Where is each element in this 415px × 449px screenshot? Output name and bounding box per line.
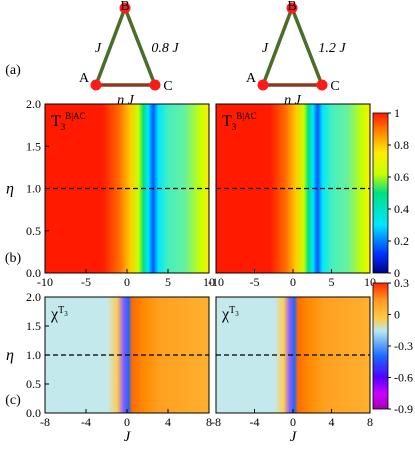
node-c bbox=[149, 79, 161, 91]
x-tick-label: -4 bbox=[250, 415, 260, 429]
annotation-main: χ bbox=[221, 306, 230, 323]
annotation-sub: 3 bbox=[232, 122, 237, 132]
node-b bbox=[119, 2, 131, 14]
colorbar-tick-label: 0.6 bbox=[394, 170, 409, 184]
y-tick-label: 0.0 bbox=[26, 406, 41, 420]
vertex-label-c: C bbox=[330, 79, 339, 94]
x-tick-label: 8 bbox=[367, 415, 373, 429]
vertex-label-b: B bbox=[120, 0, 129, 14]
vertex-label-a: A bbox=[79, 71, 90, 86]
colorbar-tick-label: 0.8 bbox=[394, 138, 409, 152]
colorbar bbox=[372, 282, 389, 410]
y-tick-label: 2.0 bbox=[26, 290, 41, 304]
panel-annotation: T3B|AC bbox=[51, 111, 86, 132]
x-tick-label: -10 bbox=[37, 275, 53, 289]
annotation-subsub: 3 bbox=[235, 310, 239, 318]
colorbar-tick-label: 0 bbox=[394, 308, 400, 322]
panel-labels: (a) (b) (c) bbox=[5, 63, 22, 408]
panel-label: (a) bbox=[5, 63, 21, 78]
x-tick-label: 0 bbox=[124, 275, 130, 289]
panel-label: (b) bbox=[5, 251, 22, 266]
y-tick-label: 1.5 bbox=[26, 319, 41, 333]
y-tick-label: 0.5 bbox=[26, 224, 41, 238]
edge-label-bc: 1.2 J bbox=[318, 41, 346, 56]
x-tick-label: 0 bbox=[124, 415, 130, 429]
edge-bc bbox=[123, 7, 157, 86]
x-tick-label: 4 bbox=[329, 415, 335, 429]
annotation-sup: B|AC bbox=[65, 111, 85, 121]
annotation-sup: T bbox=[229, 305, 235, 316]
colorbar-tick-label: 1 bbox=[394, 106, 400, 120]
colorbar-tick-label: 0.2 bbox=[394, 234, 409, 248]
y-tick-label: 1.0 bbox=[26, 182, 41, 196]
y-axis-label: η bbox=[6, 181, 14, 198]
x-tick-label: 0 bbox=[290, 275, 296, 289]
annotation-subsub: 3 bbox=[64, 310, 68, 318]
x-axis-label: J bbox=[290, 429, 298, 445]
annotation-main: T bbox=[222, 113, 232, 130]
colorbar-tick-label: 0.3 bbox=[394, 276, 409, 290]
x-tick-label: 4 bbox=[165, 415, 171, 429]
x-tick-label: -8 bbox=[40, 415, 50, 429]
annotation-sup: B|AC bbox=[236, 111, 256, 121]
panel-annotation: T3B|AC bbox=[222, 111, 257, 132]
x-tick-label: 8 bbox=[206, 415, 212, 429]
edge-label-bc: 0.8 J bbox=[151, 41, 179, 56]
x-tick-label: -10 bbox=[208, 275, 224, 289]
colorbar-tick-label: -0.3 bbox=[394, 339, 413, 353]
panel-annotation: χT3 bbox=[50, 305, 68, 323]
x-tick-label: 0 bbox=[290, 415, 296, 429]
panel-label: (c) bbox=[5, 393, 21, 408]
colorbar bbox=[372, 112, 389, 274]
y-tick-label: 0.0 bbox=[26, 266, 41, 280]
edge-bc bbox=[290, 7, 324, 86]
annotation-sup: T bbox=[58, 305, 64, 316]
x-tick-label: 5 bbox=[165, 275, 171, 289]
vertex-label-b: B bbox=[287, 0, 296, 14]
edge-label-ab: J bbox=[95, 41, 102, 56]
y-tick-label: 0.5 bbox=[26, 377, 41, 391]
x-tick-label: -5 bbox=[250, 275, 260, 289]
node-b bbox=[286, 2, 298, 14]
node-a bbox=[257, 79, 269, 91]
x-tick-label: -4 bbox=[81, 415, 91, 429]
annotation-sub: 3 bbox=[61, 122, 66, 132]
node-c bbox=[316, 79, 328, 91]
y-tick-label: 2.0 bbox=[26, 97, 41, 111]
colorbar-tick-label: 0 bbox=[394, 266, 400, 280]
colorbar-tick-label: -0.6 bbox=[394, 371, 413, 385]
y-tick-label: 1.0 bbox=[26, 348, 41, 362]
annotation-main: χ bbox=[50, 306, 59, 323]
annotation-main: T bbox=[51, 113, 61, 130]
x-tick-label: 10 bbox=[203, 275, 215, 289]
x-tick-label: -5 bbox=[81, 275, 91, 289]
panel-annotation: χT3 bbox=[221, 305, 239, 323]
y-tick-label: 1.5 bbox=[26, 139, 41, 153]
edge-ab bbox=[94, 7, 127, 86]
x-tick-label: 5 bbox=[329, 275, 335, 289]
y-axis-label: η bbox=[6, 347, 14, 364]
colorbars: 10.80.60.40.200.30-0.3-0.6-0.9 bbox=[372, 106, 413, 416]
edge-label-ab: J bbox=[262, 41, 269, 56]
x-axis-label: J bbox=[124, 429, 132, 445]
colorbar-tick-label: -0.9 bbox=[394, 402, 413, 416]
edge-ab bbox=[261, 7, 294, 86]
colorbar-tick-label: 0.4 bbox=[394, 202, 409, 216]
vertex-label-a: A bbox=[246, 71, 257, 86]
x-tick-label: -8 bbox=[211, 415, 221, 429]
vertex-label-c: C bbox=[163, 79, 172, 94]
node-a bbox=[90, 79, 102, 91]
